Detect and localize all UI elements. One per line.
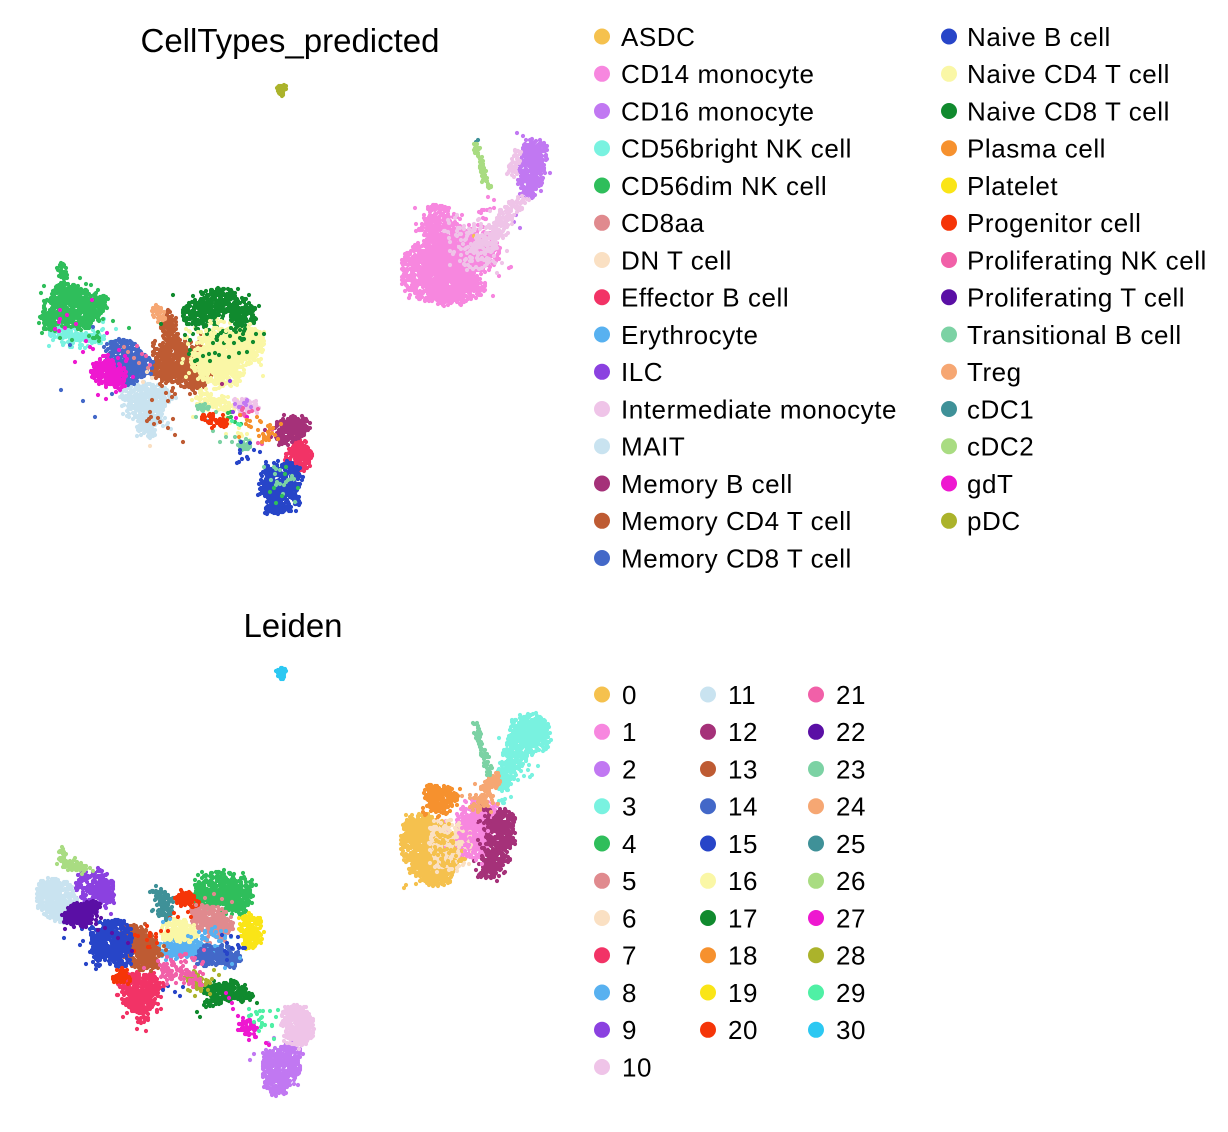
svg-text:pDC: pDC — [967, 506, 1021, 536]
svg-text:CellTypes_predicted: CellTypes_predicted — [141, 22, 440, 59]
svg-text:CD8aa: CD8aa — [621, 208, 705, 238]
svg-text:19: 19 — [728, 978, 758, 1008]
svg-text:15: 15 — [728, 829, 758, 859]
svg-text:MAIT: MAIT — [621, 432, 685, 462]
svg-text:9: 9 — [622, 1015, 637, 1045]
svg-text:12: 12 — [728, 717, 758, 747]
svg-text:ASDC: ASDC — [621, 22, 695, 52]
svg-text:26: 26 — [836, 866, 866, 896]
svg-text:gdT: gdT — [967, 469, 1013, 499]
svg-text:28: 28 — [836, 941, 866, 971]
svg-text:Memory CD8 T cell: Memory CD8 T cell — [621, 543, 852, 573]
svg-text:Erythrocyte: Erythrocyte — [621, 320, 759, 350]
svg-text:Plasma cell: Plasma cell — [967, 134, 1106, 164]
svg-text:17: 17 — [728, 903, 758, 933]
svg-text:24: 24 — [836, 792, 866, 822]
svg-text:21: 21 — [836, 680, 866, 710]
svg-text:Transitional B cell: Transitional B cell — [967, 320, 1182, 350]
svg-text:Platelet: Platelet — [967, 171, 1058, 201]
svg-text:CD56dim NK cell: CD56dim NK cell — [621, 171, 827, 201]
svg-text:8: 8 — [622, 978, 637, 1008]
svg-text:7: 7 — [622, 941, 637, 971]
svg-text:13: 13 — [728, 754, 758, 784]
svg-text:0: 0 — [622, 680, 637, 710]
svg-text:Treg: Treg — [967, 357, 1022, 387]
svg-text:ILC: ILC — [621, 357, 663, 387]
svg-text:Naive CD8 T cell: Naive CD8 T cell — [967, 96, 1170, 126]
svg-text:cDC1: cDC1 — [967, 394, 1034, 424]
svg-text:Leiden: Leiden — [243, 607, 342, 644]
svg-text:29: 29 — [836, 978, 866, 1008]
svg-text:Memory CD4 T cell: Memory CD4 T cell — [621, 506, 852, 536]
svg-text:18: 18 — [728, 941, 758, 971]
svg-text:11: 11 — [728, 680, 756, 710]
svg-text:Naive B cell: Naive B cell — [967, 22, 1111, 52]
svg-text:CD14 monocyte: CD14 monocyte — [621, 59, 815, 89]
svg-text:1: 1 — [622, 717, 637, 747]
svg-text:23: 23 — [836, 754, 866, 784]
svg-text:5: 5 — [622, 866, 637, 896]
svg-text:cDC2: cDC2 — [967, 432, 1034, 462]
svg-text:25: 25 — [836, 829, 866, 859]
svg-text:4: 4 — [622, 829, 637, 859]
svg-text:20: 20 — [728, 1015, 758, 1045]
svg-text:14: 14 — [728, 792, 758, 822]
svg-text:CD56bright NK cell: CD56bright NK cell — [621, 134, 852, 164]
svg-text:CD16 monocyte: CD16 monocyte — [621, 96, 815, 126]
svg-text:2: 2 — [622, 754, 637, 784]
svg-text:6: 6 — [622, 903, 637, 933]
svg-text:10: 10 — [622, 1052, 652, 1082]
svg-text:30: 30 — [836, 1015, 866, 1045]
svg-text:3: 3 — [622, 792, 637, 822]
svg-text:Proliferating NK cell: Proliferating NK cell — [967, 245, 1207, 275]
svg-text:Naive CD4 T cell: Naive CD4 T cell — [967, 59, 1170, 89]
svg-text:Proliferating T cell: Proliferating T cell — [967, 283, 1185, 313]
svg-text:DN T cell: DN T cell — [621, 245, 732, 275]
svg-text:Intermediate monocyte: Intermediate monocyte — [621, 394, 897, 424]
svg-text:16: 16 — [728, 866, 758, 896]
svg-text:22: 22 — [836, 717, 866, 747]
svg-text:Effector B cell: Effector B cell — [621, 283, 789, 313]
svg-text:Progenitor cell: Progenitor cell — [967, 208, 1141, 238]
svg-text:Memory B cell: Memory B cell — [621, 469, 793, 499]
svg-text:27: 27 — [836, 903, 866, 933]
